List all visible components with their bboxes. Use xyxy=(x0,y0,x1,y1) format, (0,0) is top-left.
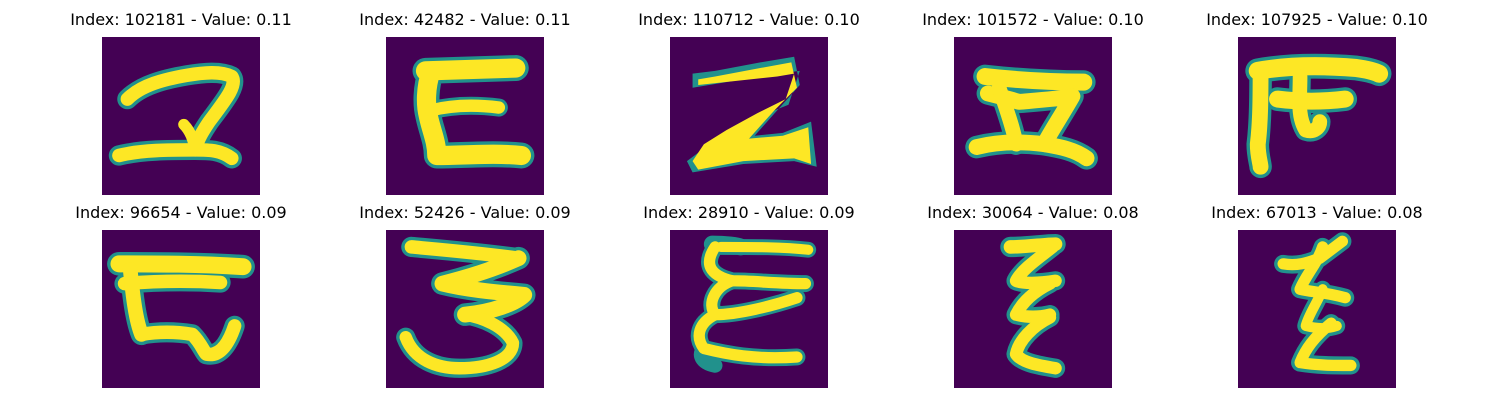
digit-image-panel-5 xyxy=(1238,37,1396,195)
panel-title: Index: 42482 - Value: 0.11 xyxy=(359,10,571,29)
panel-title: Index: 96654 - Value: 0.09 xyxy=(75,203,287,222)
panel-title: Index: 67013 - Value: 0.08 xyxy=(1211,203,1423,222)
grid-panel-3: Index: 110712 - Value: 0.10 xyxy=(624,10,874,195)
panel-title: Index: 110712 - Value: 0.10 xyxy=(638,10,860,29)
digit-image-panel-9 xyxy=(954,230,1112,388)
digit-image-panel-6 xyxy=(102,230,260,388)
digit-image-panel-4 xyxy=(954,37,1112,195)
panel-title: Index: 28910 - Value: 0.09 xyxy=(643,203,855,222)
digit-image-panel-2 xyxy=(386,37,544,195)
grid-panel-8: Index: 28910 - Value: 0.09 xyxy=(624,203,874,388)
panel-title: Index: 52426 - Value: 0.09 xyxy=(359,203,571,222)
grid-panel-6: Index: 96654 - Value: 0.09 xyxy=(56,203,306,388)
grid-panel-4: Index: 101572 - Value: 0.10 xyxy=(908,10,1158,195)
grid-panel-5: Index: 107925 - Value: 0.10 xyxy=(1192,10,1442,195)
grid-panel-10: Index: 67013 - Value: 0.08 xyxy=(1192,203,1442,388)
panel-title: Index: 30064 - Value: 0.08 xyxy=(927,203,1139,222)
grid-panel-9: Index: 30064 - Value: 0.08 xyxy=(908,203,1158,388)
grid-panel-1: Index: 102181 - Value: 0.11 xyxy=(56,10,306,195)
panel-title: Index: 101572 - Value: 0.10 xyxy=(922,10,1144,29)
digit-image-panel-7 xyxy=(386,230,544,388)
grid-panel-2: Index: 42482 - Value: 0.11 xyxy=(340,10,590,195)
panel-title: Index: 102181 - Value: 0.11 xyxy=(70,10,292,29)
digit-image-panel-3 xyxy=(670,37,828,195)
panel-title: Index: 107925 - Value: 0.10 xyxy=(1206,10,1428,29)
digit-image-panel-1 xyxy=(102,37,260,195)
digit-image-panel-8 xyxy=(670,230,828,388)
digit-image-panel-10 xyxy=(1238,230,1396,388)
grid-panel-7: Index: 52426 - Value: 0.09 xyxy=(340,203,590,388)
